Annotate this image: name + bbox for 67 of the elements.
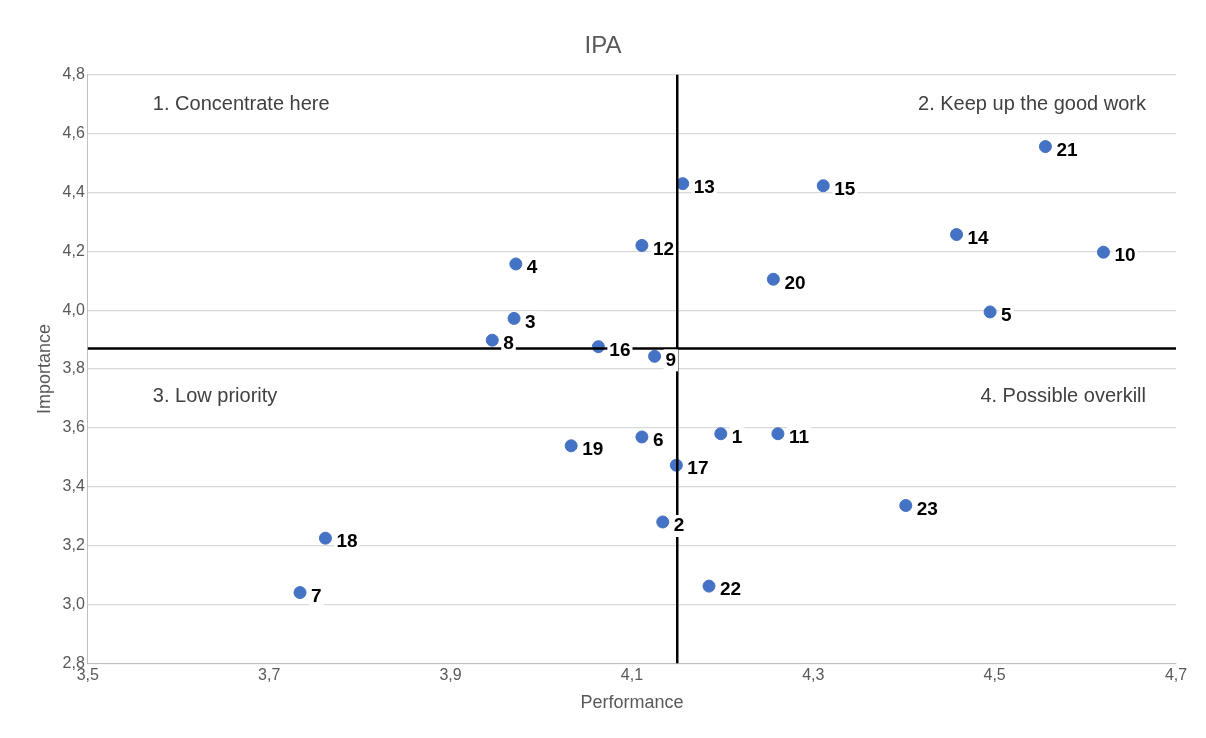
point bbox=[816, 179, 830, 193]
y-tick-label: 4,6 bbox=[62, 124, 85, 142]
annotation: 3. Low priority bbox=[152, 383, 278, 406]
annotation: 13 bbox=[693, 175, 715, 197]
point bbox=[766, 272, 780, 286]
point bbox=[507, 311, 521, 325]
annotation: 16 bbox=[609, 338, 631, 360]
y-tick-label: 4,2 bbox=[62, 241, 85, 259]
x-tick-label: 3,9 bbox=[439, 666, 462, 684]
annotation: 2 bbox=[673, 514, 685, 536]
annotation: 19 bbox=[582, 438, 604, 460]
point bbox=[656, 515, 670, 529]
x-tick-label: 4,5 bbox=[983, 666, 1006, 684]
annotation: 21 bbox=[1056, 138, 1078, 160]
x-tick-label: 3,7 bbox=[258, 666, 281, 684]
point bbox=[899, 499, 913, 513]
annotation: 1 bbox=[731, 425, 743, 447]
annotation: 11 bbox=[788, 425, 810, 447]
y-tick-label: 3,6 bbox=[62, 418, 85, 436]
point bbox=[950, 228, 964, 242]
y-tick-label: 3,4 bbox=[62, 477, 85, 495]
annotation: 18 bbox=[336, 530, 358, 552]
point bbox=[509, 257, 523, 271]
point bbox=[485, 333, 499, 347]
annotation: 22 bbox=[720, 578, 742, 600]
annotation: 1. Concentrate here bbox=[152, 92, 330, 115]
point bbox=[702, 579, 716, 593]
annotation: 14 bbox=[967, 226, 990, 248]
annotation: 17 bbox=[687, 457, 709, 479]
annotation: 6 bbox=[652, 429, 664, 451]
point bbox=[318, 531, 332, 545]
annotation: 10 bbox=[1114, 244, 1136, 266]
point bbox=[635, 238, 649, 252]
annotation: 12 bbox=[652, 237, 675, 259]
y-axis-title: Importance bbox=[33, 323, 54, 415]
annotation: 15 bbox=[834, 177, 856, 199]
point bbox=[564, 439, 578, 453]
x-axis-title: Performance bbox=[580, 692, 684, 713]
annotation: 4. Possible overkill bbox=[980, 383, 1146, 406]
annotation: 9 bbox=[665, 348, 677, 370]
annotation: 4 bbox=[526, 256, 538, 278]
annotation: 5 bbox=[1001, 304, 1013, 326]
point bbox=[1038, 140, 1052, 154]
y-tick-label: 2,8 bbox=[62, 653, 85, 671]
y-tick-label: 4,0 bbox=[62, 300, 85, 318]
y-tick-label: 4,8 bbox=[62, 65, 85, 83]
point bbox=[983, 305, 997, 319]
annotation: 7 bbox=[311, 584, 322, 606]
y-tick-label: 3,8 bbox=[62, 359, 85, 377]
point bbox=[771, 427, 785, 441]
point bbox=[648, 349, 662, 363]
annotation: 8 bbox=[503, 332, 514, 354]
point bbox=[714, 427, 728, 441]
y-tick-label: 3,0 bbox=[62, 594, 85, 612]
annotation: 20 bbox=[784, 271, 806, 293]
point bbox=[293, 586, 307, 600]
y-tick-label: 3,2 bbox=[62, 535, 85, 553]
annotation: 3 bbox=[525, 310, 536, 332]
annotation: 2. Keep up the good work bbox=[918, 92, 1147, 115]
chart-title: IPA bbox=[584, 31, 622, 59]
point bbox=[1096, 245, 1110, 259]
x-tick-label: 4,3 bbox=[802, 666, 825, 684]
y-tick-label: 4,4 bbox=[62, 182, 85, 200]
annotation: 23 bbox=[916, 497, 938, 519]
x-tick-label: 4,1 bbox=[620, 666, 644, 684]
point bbox=[635, 430, 649, 444]
x-tick-label: 4,7 bbox=[1164, 666, 1188, 684]
